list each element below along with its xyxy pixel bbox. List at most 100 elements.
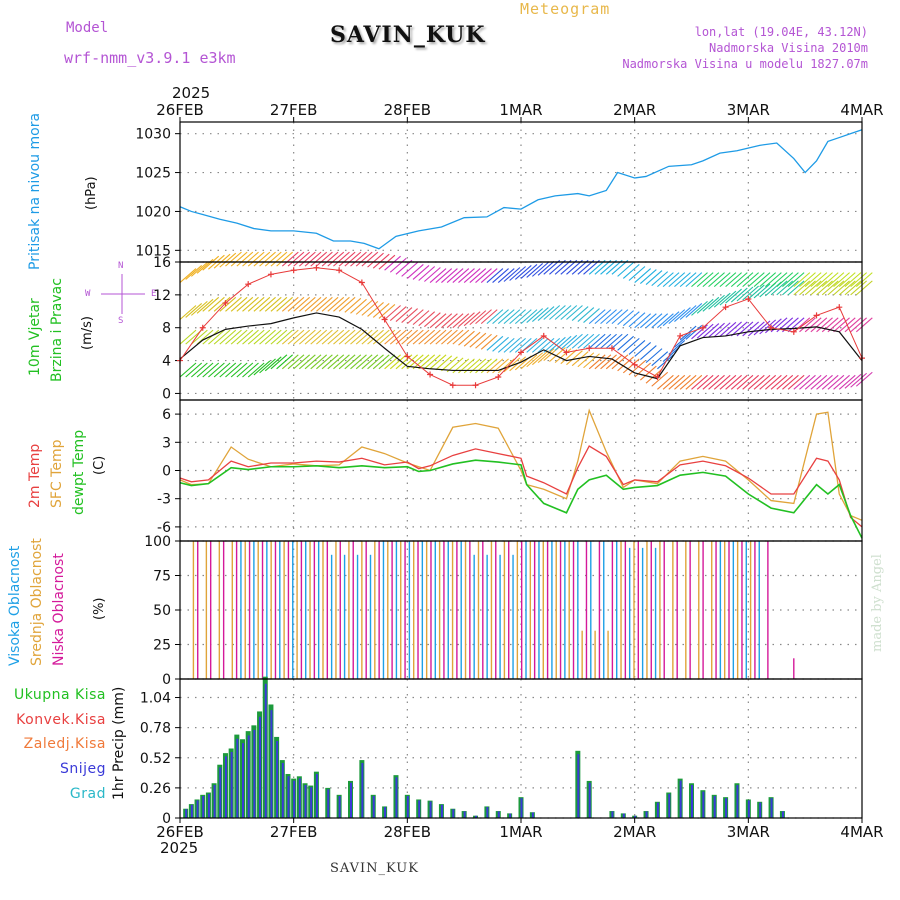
- lonlat-info: lon,lat (19.04E, 43.12N): [694, 25, 868, 39]
- wind-barb: [753, 374, 771, 390]
- wind-gust-marker: [313, 264, 320, 271]
- wind-barb: [634, 268, 652, 283]
- wind-barb: [850, 372, 867, 388]
- wind-barb: [310, 296, 328, 312]
- wind-rose-w: W: [85, 289, 91, 299]
- wind-barb: [208, 329, 225, 345]
- wind-gust-marker: [199, 324, 206, 331]
- snow-bar: [702, 791, 705, 818]
- y-tick-label: 0: [162, 672, 171, 688]
- wind-barb: [253, 251, 271, 267]
- wind-barb: [526, 262, 544, 278]
- wind-gust-marker: [813, 312, 820, 319]
- wind-barb: [372, 303, 390, 318]
- wind-gust-marker: [267, 271, 274, 278]
- wind-barb: [355, 251, 373, 267]
- y-tick-label: 0.26: [140, 781, 171, 797]
- wind-barb: [662, 347, 680, 363]
- wind-barb: [333, 251, 350, 267]
- wind-barb: [810, 374, 828, 390]
- wind-barb: [713, 322, 731, 338]
- wind-barb: [725, 288, 742, 304]
- meteogram-label: Meteogram: [520, 0, 611, 18]
- year-top: 2025: [172, 84, 211, 102]
- wind-barb: [276, 296, 293, 312]
- x-tick-label-bottom: 28FEB: [384, 823, 431, 841]
- wind-barb: [532, 337, 549, 353]
- pressure-line: [179, 129, 863, 250]
- snow-bar: [310, 787, 313, 818]
- wind-barb: [270, 251, 288, 267]
- wind-gust-marker: [472, 382, 479, 389]
- wind-barb: [446, 268, 464, 283]
- wind-barb: [577, 352, 595, 368]
- wind-barb: [770, 374, 788, 390]
- wind-barb: [765, 318, 782, 334]
- x-tick-label-top: 3MAR: [727, 101, 770, 119]
- wind-barb: [367, 354, 384, 370]
- model-label: Model: [66, 20, 109, 36]
- wind-barb: [316, 296, 333, 312]
- wind-barb: [446, 357, 464, 373]
- wind-barb: [560, 305, 578, 320]
- wind-barb: [639, 269, 657, 284]
- wind-barb: [594, 333, 612, 349]
- wind-barb: [321, 354, 339, 370]
- wind-barb: [242, 296, 259, 312]
- wind-barb: [571, 333, 589, 349]
- wind-barb: [651, 351, 669, 367]
- wind-barb: [634, 342, 652, 357]
- snow-bar: [202, 795, 205, 818]
- wind-barb: [259, 296, 276, 312]
- snow-bar: [230, 751, 233, 818]
- x-tick-label-bottom: 27FEB: [270, 823, 317, 841]
- wind-barb: [293, 251, 311, 267]
- wind-gust-marker: [768, 324, 775, 331]
- wind-barb: [321, 329, 339, 345]
- wind-barb: [674, 307, 691, 322]
- wind-barb: [622, 311, 640, 327]
- wind-barb: [424, 312, 441, 328]
- wind-barb: [372, 329, 390, 345]
- y-tick-label: 0: [162, 464, 171, 480]
- wind-barb: [787, 374, 805, 390]
- wind-barb: [281, 296, 299, 312]
- wind-barb: [264, 329, 282, 345]
- wind-barb: [850, 317, 867, 333]
- wind-barb: [202, 362, 220, 378]
- wind-barb: [799, 317, 816, 333]
- wind-barb: [463, 311, 481, 327]
- wind-barb: [617, 356, 634, 372]
- wind-barb: [418, 354, 436, 370]
- wind-barb: [838, 272, 856, 288]
- wind-barb: [543, 337, 561, 353]
- wind-barb: [236, 329, 254, 345]
- snow-bar: [475, 815, 478, 818]
- wind-barb: [634, 313, 652, 329]
- wind-barb: [179, 329, 197, 345]
- wind-barb: [855, 317, 873, 333]
- wind-barb: [281, 251, 299, 267]
- wind-barb: [389, 257, 407, 273]
- wind-barb: [742, 374, 760, 390]
- wind-barb: [628, 339, 646, 355]
- wind-barb: [247, 296, 265, 312]
- wind-barb: [469, 268, 487, 283]
- y-tick-label: 1015: [135, 243, 171, 259]
- wind-barb: [327, 251, 345, 267]
- wind-barb: [316, 251, 333, 267]
- wind-barb: [696, 374, 714, 390]
- panel-frame: [179, 121, 863, 263]
- wind-barb: [742, 321, 760, 337]
- wind-barb: [657, 272, 674, 288]
- snow-bar: [452, 809, 455, 818]
- wind-barb: [645, 313, 663, 329]
- snow-bar: [372, 795, 375, 818]
- snow-bar: [656, 802, 659, 818]
- wind-rose-n: N: [118, 261, 124, 271]
- y-tick-label: 100: [144, 534, 171, 550]
- wind-barb: [526, 337, 544, 353]
- y-tick-label: 50: [153, 603, 171, 619]
- snow-bar: [213, 784, 216, 818]
- wind-barb: [708, 374, 725, 390]
